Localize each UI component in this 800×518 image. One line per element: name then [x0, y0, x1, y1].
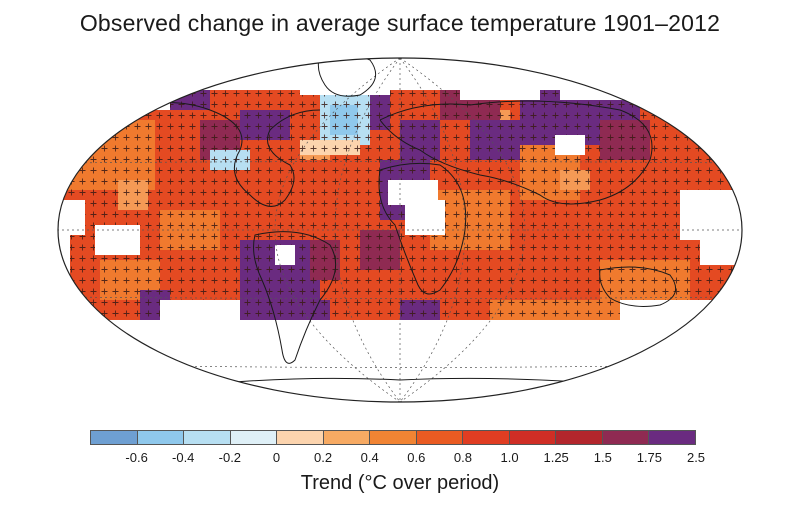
colorbar-swatch: [509, 431, 557, 444]
colorbar-swatch: [230, 431, 278, 444]
colorbar-swatch: [323, 431, 371, 444]
colorbar-tick-label: -0.2: [218, 450, 242, 465]
colorbar-tick-label: -0.6: [125, 450, 148, 465]
map-title: Observed change in average surface tempe…: [79, 10, 721, 36]
colorbar-swatch: [370, 431, 417, 444]
colorbar-swatch: [602, 431, 650, 444]
colorbar-tick-label: 0: [272, 450, 281, 465]
colorbar-tick-label: -0.4: [172, 450, 195, 465]
colorbar-swatch: [463, 431, 510, 444]
colorbar-tick-label: 0.6: [407, 450, 426, 465]
colorbar-tick-label: 1.75: [636, 450, 663, 465]
colorbar-tick-label: 2.5: [686, 450, 706, 465]
colorbar-tick-label: 1.0: [500, 450, 519, 465]
colorbar-swatch: [184, 431, 231, 444]
colorbar-swatch: [649, 431, 695, 444]
colorbar-tick-label: 1.25: [543, 450, 569, 465]
colorbar-tick-label: 1.5: [593, 450, 612, 465]
colorbar-swatch: [277, 431, 324, 444]
colorbar-swatch: [556, 431, 603, 444]
coastlines: [119, 58, 677, 386]
colorbar-tick-label: 0.4: [360, 450, 379, 465]
colorbar: [90, 430, 696, 445]
colorbar-swatch: [91, 431, 138, 444]
colorbar-swatch: [137, 431, 185, 444]
colorbar-label: Trend (°C over period): [300, 472, 500, 494]
map-border: [57, 57, 743, 403]
colorbar-swatch: [416, 431, 464, 444]
colorbar-tick-label: 0.8: [453, 450, 472, 465]
colorbar-tick-label: 0.2: [314, 450, 333, 465]
